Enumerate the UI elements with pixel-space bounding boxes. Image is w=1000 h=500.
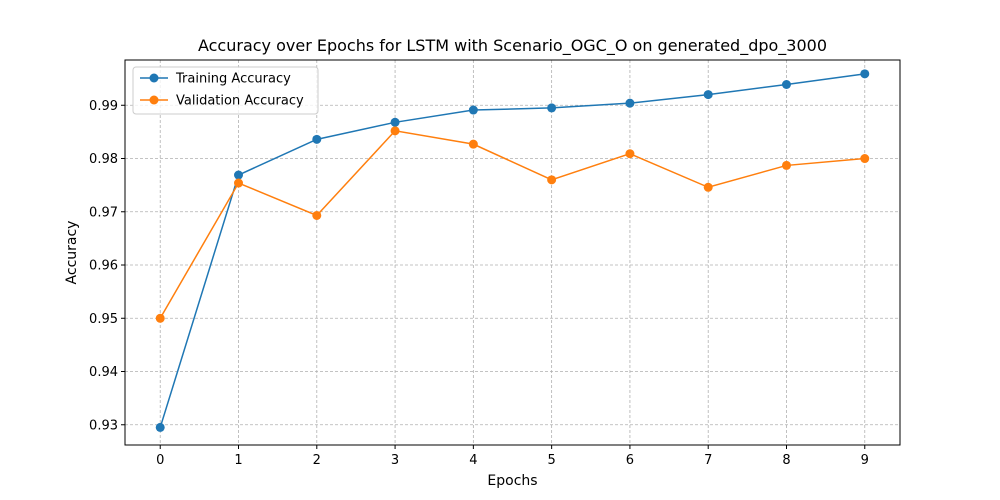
legend-label-validation: Validation Accuracy xyxy=(176,94,304,109)
x-tick-label: 1 xyxy=(234,453,242,468)
data-point xyxy=(468,105,478,115)
series-line xyxy=(159,130,865,319)
x-tick-label: 0 xyxy=(156,453,164,468)
y-tick-label: 0.95 xyxy=(89,312,118,327)
y-tick-label: 0.97 xyxy=(89,205,118,220)
y-tick-label: 0.93 xyxy=(89,418,118,433)
x-tick-label: 3 xyxy=(391,453,399,468)
plot-area-frame xyxy=(124,59,901,446)
data-point xyxy=(860,69,870,79)
data-point xyxy=(390,126,400,136)
y-axis-label: Accuracy xyxy=(64,221,80,285)
x-tick-label: 4 xyxy=(469,453,477,468)
y-tick-label: 0.94 xyxy=(89,365,118,380)
data-point xyxy=(234,170,244,180)
legend-label-training: Training Accuracy xyxy=(175,72,291,87)
data-point xyxy=(155,313,165,323)
data-point xyxy=(703,182,713,192)
chart-title: Accuracy over Epochs for LSTM with Scena… xyxy=(198,36,827,56)
data-point xyxy=(312,134,322,144)
series-line xyxy=(159,73,865,428)
y-tick-label: 0.96 xyxy=(89,259,118,274)
data-point xyxy=(547,175,557,185)
x-tick-label: 5 xyxy=(548,453,556,468)
data-point xyxy=(547,103,557,113)
y-tick-label: 0.99 xyxy=(89,99,118,114)
data-point xyxy=(703,90,713,100)
legend-marker-training xyxy=(149,73,159,83)
legend-marker-validation xyxy=(149,95,159,105)
data-point xyxy=(625,149,635,159)
x-tick-label: 7 xyxy=(704,453,712,468)
y-tick-label: 0.98 xyxy=(89,152,118,167)
x-axis-label: Epochs xyxy=(487,473,537,489)
data-point xyxy=(155,422,165,432)
grid-layer xyxy=(125,60,900,445)
legend: Training Accuracy Validation Accuracy xyxy=(132,66,319,115)
x-tick-label: 2 xyxy=(313,453,321,468)
data-point xyxy=(625,98,635,108)
legend-box xyxy=(132,66,319,115)
x-tick-label: 6 xyxy=(626,453,634,468)
data-point xyxy=(468,139,478,149)
x-tick-label: 9 xyxy=(861,453,869,468)
series-training xyxy=(155,69,870,432)
x-tick-label: 8 xyxy=(782,453,790,468)
data-point xyxy=(234,178,244,188)
data-point xyxy=(781,79,791,89)
ticks-layer: 0 1 2 3 4 5 6 7 8 9 0.93 0.94 0.95 0.96 0.97 0.98 0.99 xyxy=(89,99,869,468)
data-point xyxy=(312,210,322,220)
series-layer xyxy=(155,69,870,432)
data-point xyxy=(860,154,870,164)
series-validation xyxy=(155,126,870,323)
data-point xyxy=(781,160,791,170)
data-point xyxy=(390,117,400,127)
